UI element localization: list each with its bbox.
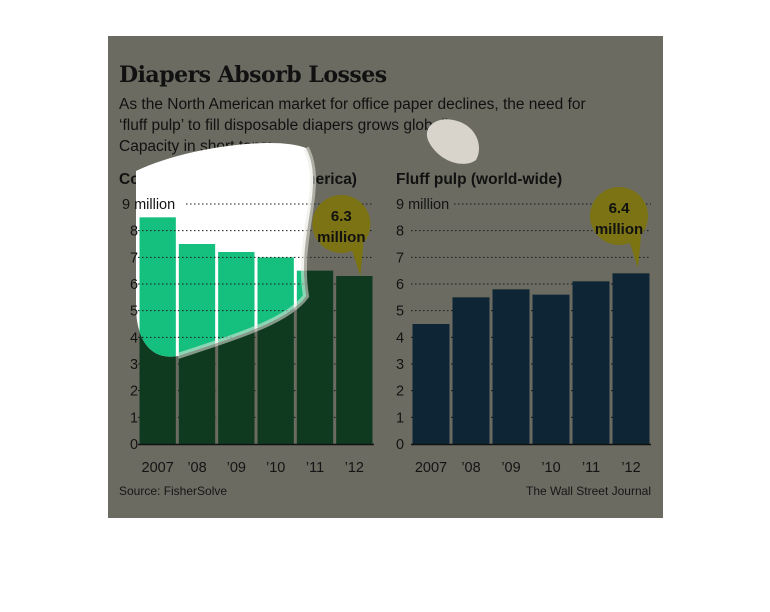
- callout-label: million: [317, 229, 365, 246]
- y-tick-label: 7: [396, 250, 404, 266]
- y-tick-label-highlight: 8: [130, 224, 138, 240]
- y-tick-label-highlight: 9 million: [122, 197, 175, 213]
- callout-bubble: 6.4 million: [590, 187, 648, 268]
- x-tick-label: 2007: [142, 460, 174, 476]
- y-tick-label: 6: [130, 277, 138, 293]
- x-tick-label: ’09: [227, 460, 246, 476]
- charts-svg: Copy and offset (North America)012345678…: [119, 119, 651, 476]
- x-tick-label: 2007: [415, 460, 447, 476]
- y-tick-label: 5: [396, 304, 404, 320]
- y-tick-label: 8: [130, 224, 138, 240]
- y-tick-label: 7: [130, 250, 138, 266]
- bar: [452, 297, 490, 444]
- y-tick-label: 6: [396, 277, 404, 293]
- subtitle-line-1: As the North American market for office …: [119, 96, 586, 113]
- x-tick-label: ’12: [345, 460, 364, 476]
- bar-highlight: [139, 217, 176, 357]
- credit-note: The Wall Street Journal: [526, 484, 651, 498]
- callout-circle: [590, 187, 648, 245]
- x-tick-label: ’10: [266, 460, 285, 476]
- source-note: Source: FisherSolve: [119, 484, 228, 498]
- bar: [412, 324, 450, 444]
- y-tick-label: 4: [130, 330, 138, 346]
- bar-highlight: [178, 244, 216, 357]
- x-tick-label: ’11: [582, 460, 600, 476]
- y-tick-label: 3: [396, 357, 404, 373]
- callout-circle: [312, 195, 371, 253]
- y-tick-label: 1: [396, 410, 404, 426]
- callout-bubble: 6.3 million: [312, 195, 371, 276]
- y-tick-label: 0: [396, 437, 404, 453]
- y-tick-label: 0: [130, 437, 138, 453]
- x-tick-label: ’09: [501, 460, 520, 476]
- highlight-edge: [177, 146, 316, 359]
- y-tick-label: 1: [130, 410, 138, 426]
- x-tick-label: ’10: [541, 460, 560, 476]
- y-tick-label: 2: [396, 384, 404, 400]
- bar-group: [412, 273, 650, 444]
- bar: [336, 276, 373, 444]
- light-blob: [426, 119, 480, 164]
- y-tick-label: 9 million: [396, 197, 449, 213]
- bar: [572, 281, 610, 444]
- callout-label: million: [595, 221, 643, 238]
- x-tick-label: ’08: [187, 460, 206, 476]
- y-tick-label-highlight: 7: [130, 250, 138, 266]
- y-tick-label: 5: [130, 304, 138, 320]
- callout-pointer: [629, 236, 641, 268]
- subtitle-line-2: ‘fluff pulp’ to fill disposable diapers …: [119, 117, 460, 134]
- x-tick-label: ’11: [306, 460, 324, 476]
- y-tick-label-highlight: 5: [130, 304, 138, 320]
- x-tick-label: ’12: [621, 460, 640, 476]
- chart-panel: Diapers Absorb Losses As the North Ameri…: [108, 36, 663, 518]
- bar: [612, 273, 650, 444]
- bar: [492, 289, 530, 444]
- y-tick-label: 3: [130, 357, 138, 373]
- y-tick-label: 8: [396, 224, 404, 240]
- subtitle: As the North American market for office …: [119, 94, 654, 157]
- y-tick-label-highlight: 6: [130, 277, 138, 293]
- x-tick-label: ’08: [461, 460, 480, 476]
- y-tick-label: 2: [130, 384, 138, 400]
- callout-label: 6.4: [609, 200, 631, 217]
- callout-label: 6.3: [331, 208, 352, 225]
- callout-pointer: [351, 244, 364, 276]
- page-title: Diapers Absorb Losses: [119, 62, 387, 88]
- y-tick-label: 4: [396, 330, 404, 346]
- bar: [532, 294, 570, 444]
- chart-title: Fluff pulp (world-wide): [396, 171, 562, 188]
